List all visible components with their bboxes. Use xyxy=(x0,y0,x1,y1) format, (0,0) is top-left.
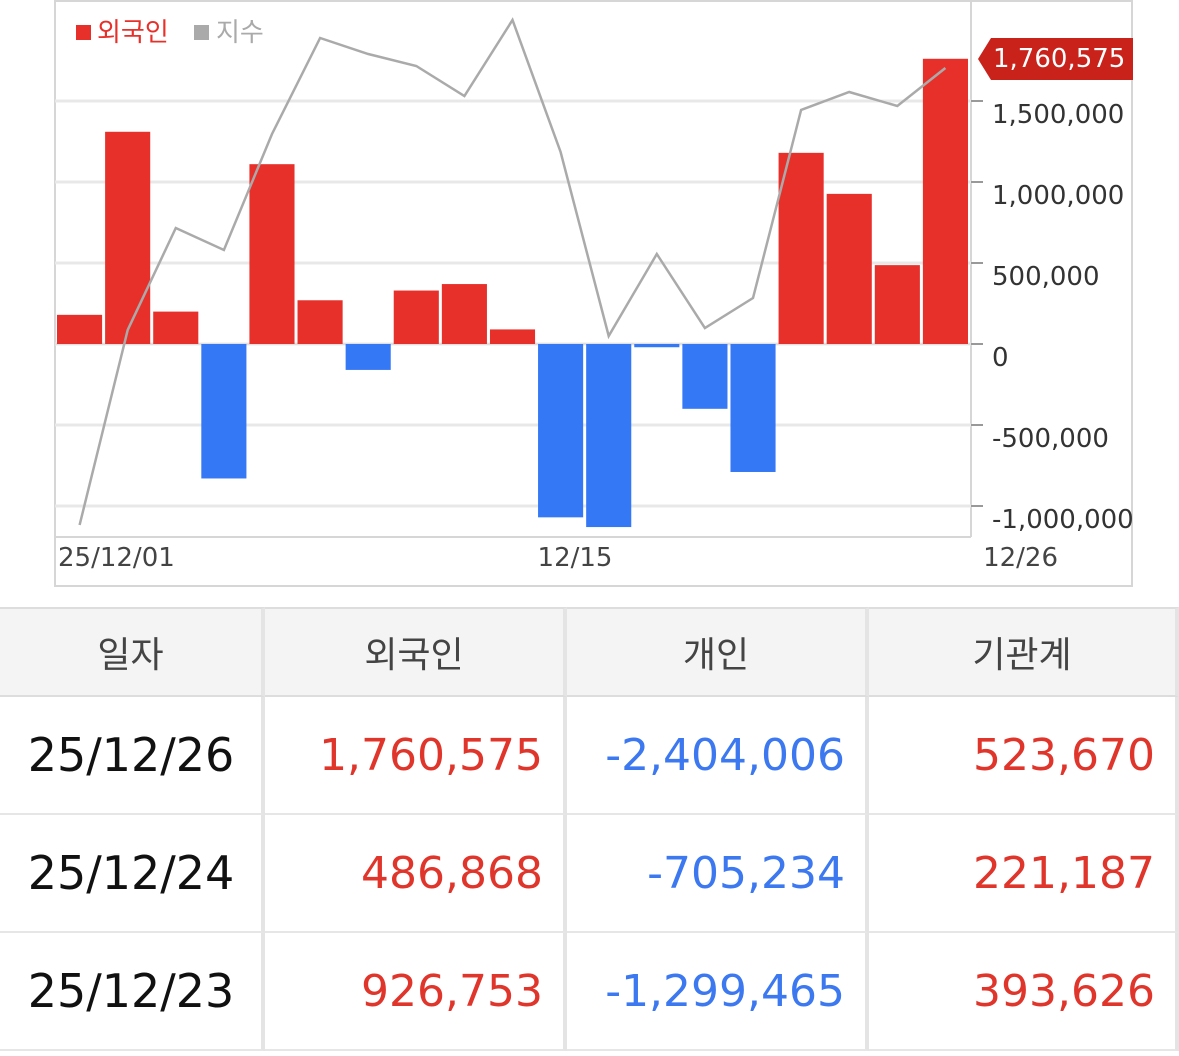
x-axis-ticks: 25/12/01 12/15 12/26 xyxy=(58,543,1058,573)
bar xyxy=(57,314,103,344)
header-date: 일자 xyxy=(0,607,265,697)
callout-tag xyxy=(978,38,1133,80)
bar xyxy=(682,344,728,409)
cell-date: 25/12/23 xyxy=(0,933,265,1051)
chart-frame xyxy=(54,0,1133,587)
bar xyxy=(297,300,343,344)
bar xyxy=(201,344,247,479)
investor-chart: 1,500,000 1,000,000 500,000 0 -500,000 -1,000… xyxy=(54,0,1134,587)
cell-date: 25/12/24 xyxy=(0,815,265,933)
bar xyxy=(249,164,295,344)
cell-foreign: 1,760,575 xyxy=(265,697,567,815)
y-tick-label: 500,000 xyxy=(992,262,1100,292)
bar xyxy=(778,152,824,344)
last-value-callout: 1,760,575 xyxy=(978,38,1133,80)
x-tick-label: 25/12/01 xyxy=(58,543,175,573)
y-tick-label: -500,000 xyxy=(992,424,1109,454)
index-line xyxy=(78,17,947,526)
bar xyxy=(538,344,584,518)
x-tick-label: 12/15 xyxy=(538,543,613,573)
cell-institution: 221,187 xyxy=(869,815,1179,933)
table-row[interactable]: 25/12/24 486,868 -705,234 221,187 xyxy=(0,815,1179,933)
header-individual: 개인 xyxy=(567,607,869,697)
cell-individual: -1,299,465 xyxy=(567,933,869,1051)
bar xyxy=(105,131,151,344)
x-tick-label: 12/26 xyxy=(983,543,1058,573)
bar xyxy=(826,193,872,344)
callout-value: 1,760,575 xyxy=(993,44,1125,74)
bar xyxy=(730,344,776,472)
header-institution: 기관계 xyxy=(869,607,1179,697)
y-tick-label: 1,500,000 xyxy=(992,100,1124,130)
cell-institution: 523,670 xyxy=(869,697,1179,815)
cell-foreign: 486,868 xyxy=(265,815,567,933)
cell-individual: -705,234 xyxy=(567,815,869,933)
chart-legend: 외국인 지수 xyxy=(76,18,264,48)
investor-table: 일자 외국인 개인 기관계 25/12/26 1,760,575 -2,404,… xyxy=(0,607,1179,1051)
bar xyxy=(586,344,632,528)
bar xyxy=(634,344,680,348)
bar xyxy=(489,329,536,344)
chart-svg: 1,500,000 1,000,000 500,000 0 -500,000 -1,000… xyxy=(54,0,1134,587)
bar xyxy=(922,58,968,344)
bar xyxy=(345,344,391,370)
y-tick-label: 0 xyxy=(992,343,1009,373)
table-row[interactable]: 25/12/23 926,753 -1,299,465 393,626 xyxy=(0,933,1179,1051)
y-tick-label: 1,000,000 xyxy=(992,181,1124,211)
bars-group xyxy=(57,58,968,528)
y-tick-label: -1,000,000 xyxy=(992,505,1134,535)
table-header-row: 일자 외국인 개인 기관계 xyxy=(0,607,1179,697)
cell-foreign: 926,753 xyxy=(265,933,567,1051)
cell-individual: -2,404,006 xyxy=(567,697,869,815)
legend-label-foreign: 외국인 xyxy=(97,18,169,48)
legend-swatch-foreign xyxy=(76,25,91,40)
cell-date: 25/12/26 xyxy=(0,697,265,815)
cell-institution: 393,626 xyxy=(869,933,1179,1051)
bar xyxy=(874,265,920,344)
table-row[interactable]: 25/12/26 1,760,575 -2,404,006 523,670 xyxy=(0,697,1179,815)
header-foreign: 외국인 xyxy=(265,607,567,697)
index-line-group xyxy=(78,17,947,526)
bar xyxy=(153,311,199,344)
bar xyxy=(393,290,439,344)
y-axis-ticks: 1,500,000 1,000,000 500,000 0 -500,000 -1,000… xyxy=(971,100,1134,535)
legend-label-index: 지수 xyxy=(216,18,264,48)
bar xyxy=(441,284,487,344)
legend-swatch-index xyxy=(194,25,209,40)
